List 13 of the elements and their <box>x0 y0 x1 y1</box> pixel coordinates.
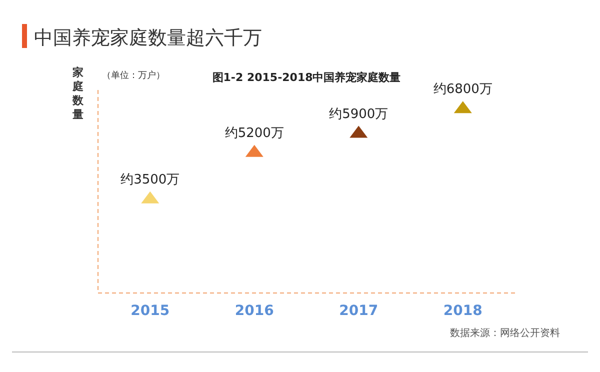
x-tick-label: 2016 <box>234 303 274 319</box>
x-tick-label: 2015 <box>130 303 170 319</box>
data-label: 约3500万 <box>120 172 180 188</box>
text: （单位：万户） <box>102 70 165 81</box>
chart-title: 中国养宠家庭数量超六千万 <box>34 27 262 49</box>
source-note: 数据来源：网络公开资料 <box>450 327 560 339</box>
x-tick-label: 2018 <box>443 303 482 319</box>
data-label: 约6800万 <box>433 82 492 98</box>
data-label: 约5200万 <box>224 126 284 141</box>
y-axis-title: 家庭数量 <box>72 66 84 121</box>
data-label: 约5900万 <box>329 106 388 122</box>
chart-subtitle: 图1-2 2015-2018中国养宠家庭数量 <box>212 71 401 84</box>
x-tick-label: 2017 <box>339 303 378 319</box>
